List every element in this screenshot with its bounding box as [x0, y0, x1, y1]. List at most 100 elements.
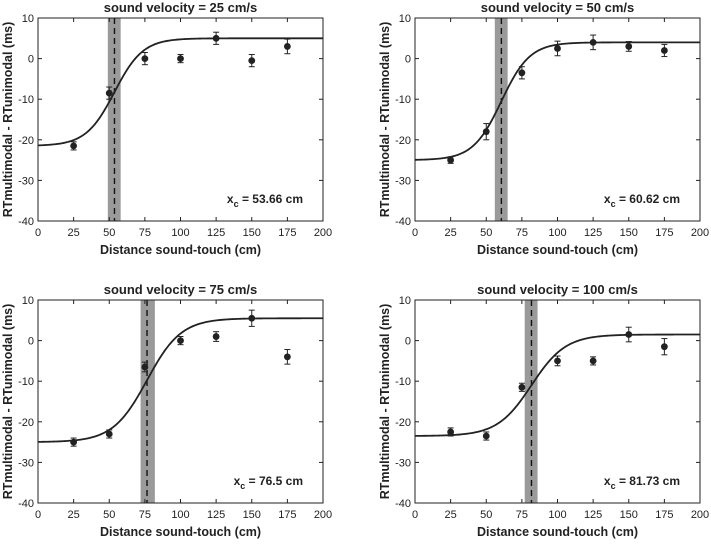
x-tick-label: 100 [171, 509, 189, 521]
y-axis-label: RTmultimodal - RTunimodal (ms) [378, 22, 392, 218]
x-tick-label: 150 [243, 227, 261, 239]
y-tick-label: -30 [395, 457, 411, 469]
y-tick-label: -20 [395, 135, 411, 147]
xc-annotation: xc = 60.62 cm [604, 192, 680, 209]
y-tick-label: -10 [18, 94, 34, 106]
data-point [447, 428, 455, 436]
x-tick-label: 175 [278, 509, 296, 521]
x-tick-label: 125 [584, 509, 602, 521]
fit-curve [37, 37, 323, 147]
y-axis-label: RTmultimodal - RTunimodal (ms) [1, 304, 15, 500]
y-tick-label: -40 [18, 216, 34, 228]
x-tick-label: 75 [516, 227, 528, 239]
x-tick-label: 200 [691, 509, 709, 521]
x-tick-label: 100 [548, 227, 566, 239]
chart-title: sound velocity = 75 cm/s [104, 282, 258, 297]
x-tick-label: 25 [68, 509, 80, 521]
x-tick-label: 125 [207, 227, 225, 239]
data-point [660, 343, 668, 351]
y-tick-label: -30 [18, 175, 34, 187]
y-tick-label: -40 [395, 498, 411, 510]
x-tick-label: 25 [445, 509, 457, 521]
x-tick-label: 150 [243, 509, 261, 521]
x-tick-label: 100 [171, 227, 189, 239]
x-tick-label: 175 [278, 227, 296, 239]
data-point [141, 55, 149, 62]
x-tick-label: 25 [445, 227, 457, 239]
chart-title: sound velocity = 100 cm/s [477, 282, 638, 297]
y-tick-label: -10 [395, 376, 411, 388]
y-axis-label: RTmultimodal - RTunimodal (ms) [378, 304, 392, 500]
data-point [554, 357, 561, 365]
data-point [447, 156, 455, 164]
data-point [105, 89, 113, 97]
chart-panel-3: 0 25 50 75 100 125 150 175 200 -40 -30 -20 -10 0 10 sou… [1, 282, 332, 539]
fit-curve [414, 333, 700, 437]
data-point [482, 432, 490, 440]
y-tick-label: -20 [395, 417, 411, 429]
y-tick-label: -40 [18, 498, 34, 510]
y-axis-label: RTmultimodal - RTunimodal (ms) [1, 22, 15, 218]
chart-title: sound velocity = 25 cm/s [104, 0, 258, 15]
xc-band [140, 300, 155, 503]
data-point [660, 47, 668, 54]
x-tick-label: 125 [584, 227, 602, 239]
x-tick-label: 0 [412, 227, 418, 239]
data-point [283, 353, 291, 361]
fit-curve [414, 41, 700, 161]
y-tick-label: 10 [399, 295, 411, 307]
data-point [177, 337, 184, 344]
y-tick-label: 0 [405, 54, 411, 66]
y-tick-label: -20 [18, 417, 34, 429]
data-point [625, 43, 633, 50]
y-tick-label: -30 [395, 175, 411, 187]
y-tick-label: 10 [22, 13, 34, 25]
data-point [518, 383, 526, 391]
x-tick-label: 25 [68, 227, 80, 239]
data-point [248, 314, 256, 322]
x-tick-label: 150 [620, 227, 638, 239]
y-tick-label: -10 [18, 376, 34, 388]
data-point [212, 34, 220, 42]
x-axis-label: Distance sound-touch (cm) [477, 525, 638, 539]
x-tick-label: 0 [35, 227, 41, 239]
data-point [70, 142, 78, 150]
axes-box [37, 17, 324, 222]
data-point [141, 363, 149, 371]
x-axis-label: Distance sound-touch (cm) [100, 525, 261, 539]
data-point [625, 331, 633, 338]
x-tick-label: 0 [412, 509, 418, 521]
axes-box [414, 299, 701, 504]
data-point [482, 128, 490, 136]
data-point [554, 45, 561, 52]
y-tick-label: 10 [399, 13, 411, 25]
data-point [589, 38, 597, 46]
y-tick-label: -30 [18, 457, 34, 469]
x-tick-label: 75 [516, 509, 528, 521]
x-tick-label: 50 [480, 227, 492, 239]
data-point [212, 333, 220, 340]
data-point [177, 55, 184, 62]
x-axis-label: Distance sound-touch (cm) [477, 243, 638, 257]
y-tick-label: -40 [395, 216, 411, 228]
xc-annotation: xc = 53.66 cm [227, 192, 303, 209]
x-tick-label: 200 [314, 509, 332, 521]
x-tick-label: 0 [35, 509, 41, 521]
xc-annotation: xc = 81.73 cm [604, 474, 680, 491]
y-tick-label: 0 [28, 54, 34, 66]
axes-box [37, 299, 324, 504]
data-point [589, 357, 597, 365]
y-tick-label: 0 [405, 336, 411, 348]
xc-annotation: xc = 76.5 cm [234, 474, 303, 491]
y-tick-label: -10 [395, 94, 411, 106]
x-tick-label: 175 [655, 509, 673, 521]
y-tick-label: 10 [22, 295, 34, 307]
x-tick-label: 200 [691, 227, 709, 239]
x-tick-label: 50 [103, 227, 115, 239]
chart-title: sound velocity = 50 cm/s [481, 0, 635, 15]
data-point [248, 57, 256, 65]
x-tick-label: 50 [480, 509, 492, 521]
data-point [283, 43, 291, 50]
x-tick-label: 100 [548, 509, 566, 521]
